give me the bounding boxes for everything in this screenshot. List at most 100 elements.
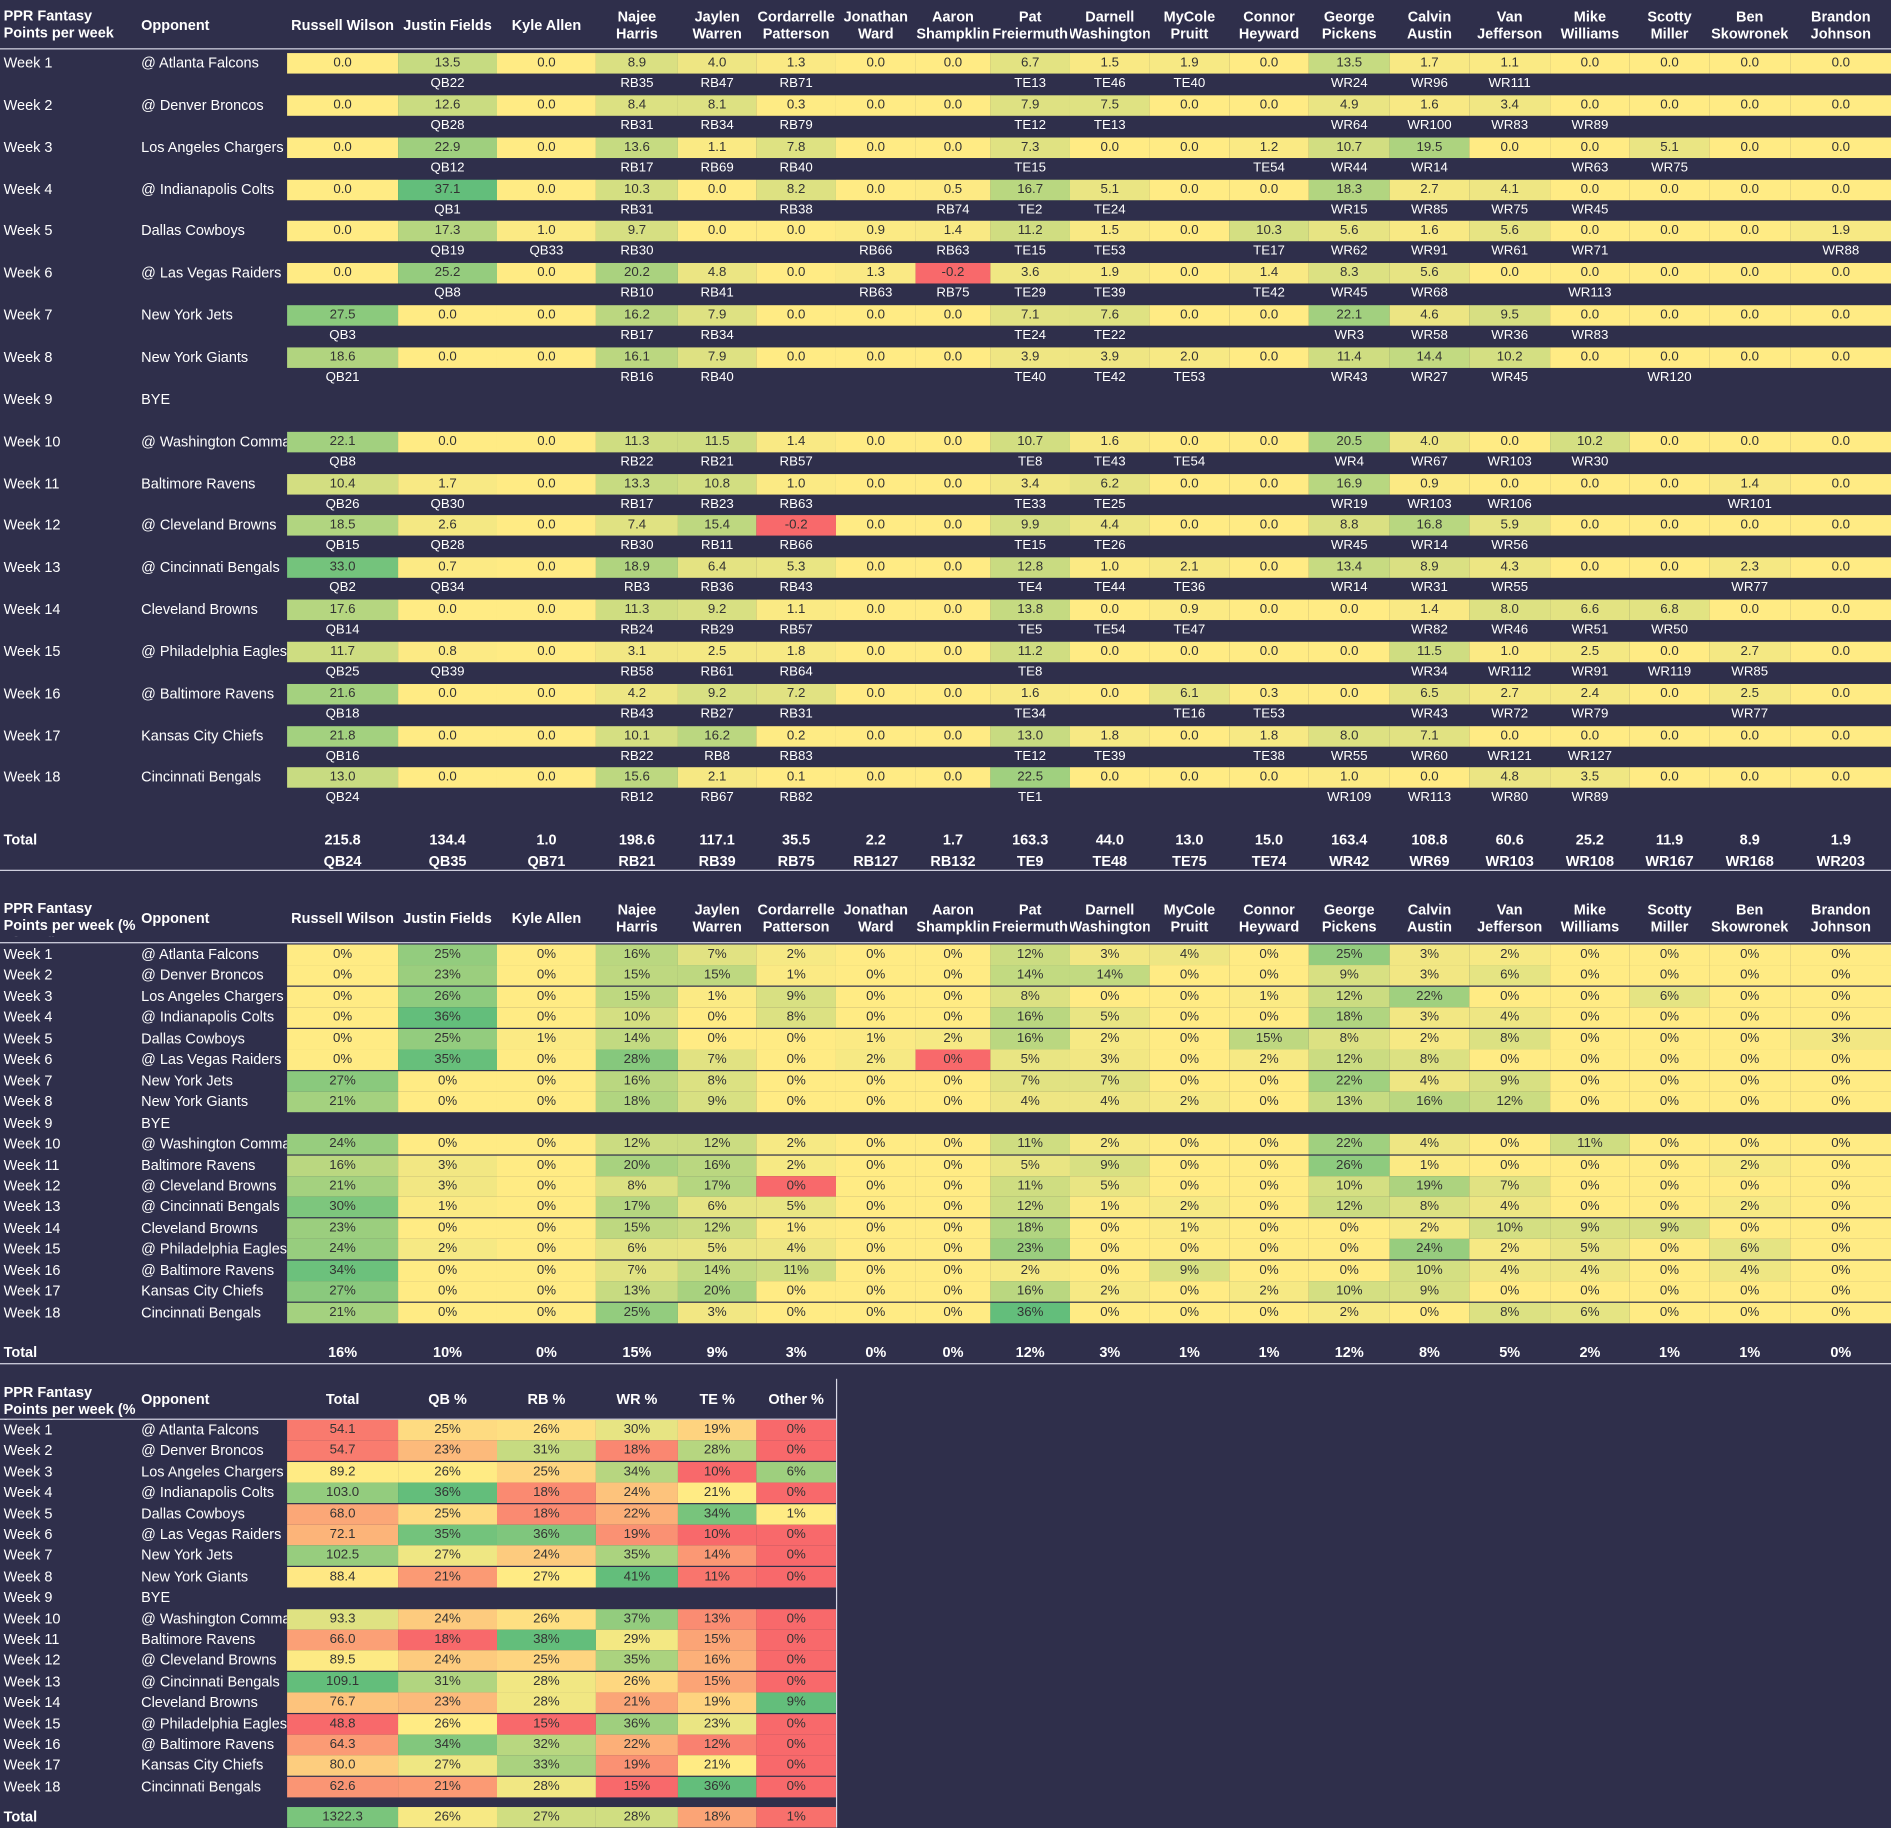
opponent-name: Los Angeles Chargers <box>141 987 284 1005</box>
percent-cell: 20% <box>595 1155 678 1176</box>
points-cell: 19.5 <box>1389 137 1470 158</box>
percent-cell: 0% <box>1308 1239 1390 1260</box>
position-header: WR % <box>616 1390 658 1408</box>
percent-cell: 0% <box>1629 965 1710 987</box>
points-cell: 0.0 <box>1229 599 1309 621</box>
rank-cell: TE12 <box>1014 748 1047 764</box>
rank-cell <box>1709 200 1790 221</box>
percent-cell: 0% <box>1229 944 1309 966</box>
rank-cell: RB31 <box>620 118 654 133</box>
points-cell: 0.0 <box>835 53 916 74</box>
points-cell: 21.8 <box>287 725 399 747</box>
rank-cell: RB31 <box>779 706 813 722</box>
total-percent-cell: 8% <box>1419 1343 1440 1361</box>
percent-cell: 0% <box>1069 1302 1150 1323</box>
points-cell: 12.8 <box>990 557 1070 579</box>
percent-cell: 0% <box>1229 1260 1309 1281</box>
rank-cell: RB40 <box>700 370 734 385</box>
points-cell: 8.0 <box>1469 599 1551 621</box>
percent-cell: 0% <box>1149 1007 1230 1029</box>
position-cell: 28% <box>496 1776 596 1798</box>
opponent-name: @ Baltimore Ravens <box>141 684 275 702</box>
rank-cell: RB17 <box>620 496 654 511</box>
rank-cell <box>1309 620 1390 641</box>
rank-cell: WR113 <box>1407 790 1452 806</box>
points-table: PPR Fantasy Points per week Opponent Russe… <box>0 0 1891 871</box>
points-cell: 1.0 <box>756 473 836 494</box>
rank-cell <box>916 74 991 95</box>
rank-cell <box>836 452 916 473</box>
points-cell: 0.0 <box>835 347 916 368</box>
percent-cell: 12% <box>1308 1197 1390 1218</box>
percent-cell: 25% <box>595 1302 678 1323</box>
opponent-header: Opponent <box>141 909 210 927</box>
position-cell: 36% <box>496 1524 596 1546</box>
percent-cell: 11% <box>1550 1133 1630 1155</box>
points-cell: 0.0 <box>835 431 916 452</box>
rank-cell: WR103 <box>1407 496 1452 511</box>
points-cell: 0.1 <box>756 767 836 789</box>
points-cell: 22.1 <box>1308 305 1390 326</box>
rank-cell: TE26 <box>1093 538 1126 553</box>
position-cell: 25% <box>496 1461 596 1483</box>
percent-cell: 0% <box>1550 1091 1630 1113</box>
points-cell: 0.0 <box>287 137 399 158</box>
points-cell: 8.9 <box>595 53 678 74</box>
week-label: Week 9 <box>3 1588 53 1606</box>
points-cell: 0.0 <box>1790 95 1891 116</box>
rank-cell: RB22 <box>620 454 654 469</box>
points-cell: 0.0 <box>1149 305 1230 326</box>
percent-cell: 1% <box>496 1028 596 1050</box>
rank-cell <box>1229 74 1309 95</box>
player-header: Aaron Shampklin <box>916 8 990 43</box>
rank-cell <box>1630 74 1710 95</box>
rank-cell <box>1709 746 1790 767</box>
total-rank-cell: WR42 <box>1329 852 1370 870</box>
position-cell: 33% <box>496 1755 596 1777</box>
percent-cell: 15% <box>595 965 678 987</box>
rank-cell: TE33 <box>1014 496 1047 511</box>
percent-cell: 14% <box>595 1028 678 1050</box>
points-cell: 13.6 <box>595 137 678 158</box>
points-cell: 0.0 <box>1550 473 1630 494</box>
rank-cell: RB30 <box>620 244 654 259</box>
player-header: Ben Skowronek <box>1711 8 1789 43</box>
percent-cell: 0% <box>1790 1197 1891 1218</box>
points-cell: 16.8 <box>1389 515 1470 537</box>
points-cell: 8.3 <box>1308 263 1390 284</box>
rank-cell <box>916 620 991 641</box>
points-cell: 0.0 <box>496 725 596 747</box>
total-position-cell: 1322.3 <box>287 1807 399 1828</box>
opponent-name: New York Giants <box>141 348 249 366</box>
position-cell: 34% <box>677 1503 757 1525</box>
rank-cell <box>836 494 916 515</box>
percent-cell: 6% <box>677 1197 757 1218</box>
points-cell: 7.9 <box>990 95 1070 116</box>
player-header: Brandon Johnson <box>1810 901 1871 935</box>
rank-cell: TE13 <box>1014 75 1047 91</box>
total-rank-cell: TE75 <box>1172 852 1207 870</box>
points-cell: 0.0 <box>496 473 596 494</box>
total-label: Total <box>3 1808 38 1826</box>
percent-cell: 5% <box>1069 1176 1150 1197</box>
percent-cell: 13% <box>1308 1091 1390 1113</box>
points-cell: 1.7 <box>398 473 497 494</box>
total-rank-cell: WR103 <box>1485 852 1534 870</box>
points-cell: 0.0 <box>287 53 399 74</box>
percent-cell: 2% <box>398 1239 497 1260</box>
rank-cell: RB61 <box>700 664 734 680</box>
player-header: Mike Williams <box>1560 8 1620 43</box>
rank-cell: WR119 <box>1647 664 1692 680</box>
week-label: Week 10 <box>3 1135 61 1153</box>
header-divider <box>0 1418 836 1420</box>
rank-cell: WR71 <box>1571 244 1609 259</box>
percent-cell: 0% <box>756 1070 836 1092</box>
percent-cell: 9% <box>1308 965 1390 987</box>
rank-cell: WR46 <box>1491 622 1529 637</box>
rank-cell <box>287 242 398 263</box>
rank-cell: QB14 <box>325 622 360 637</box>
percent-cell: 23% <box>990 1239 1070 1260</box>
points-cell: 8.4 <box>595 95 678 116</box>
rank-cell: QB19 <box>430 244 465 259</box>
percent-cell: 0% <box>1790 986 1891 1008</box>
